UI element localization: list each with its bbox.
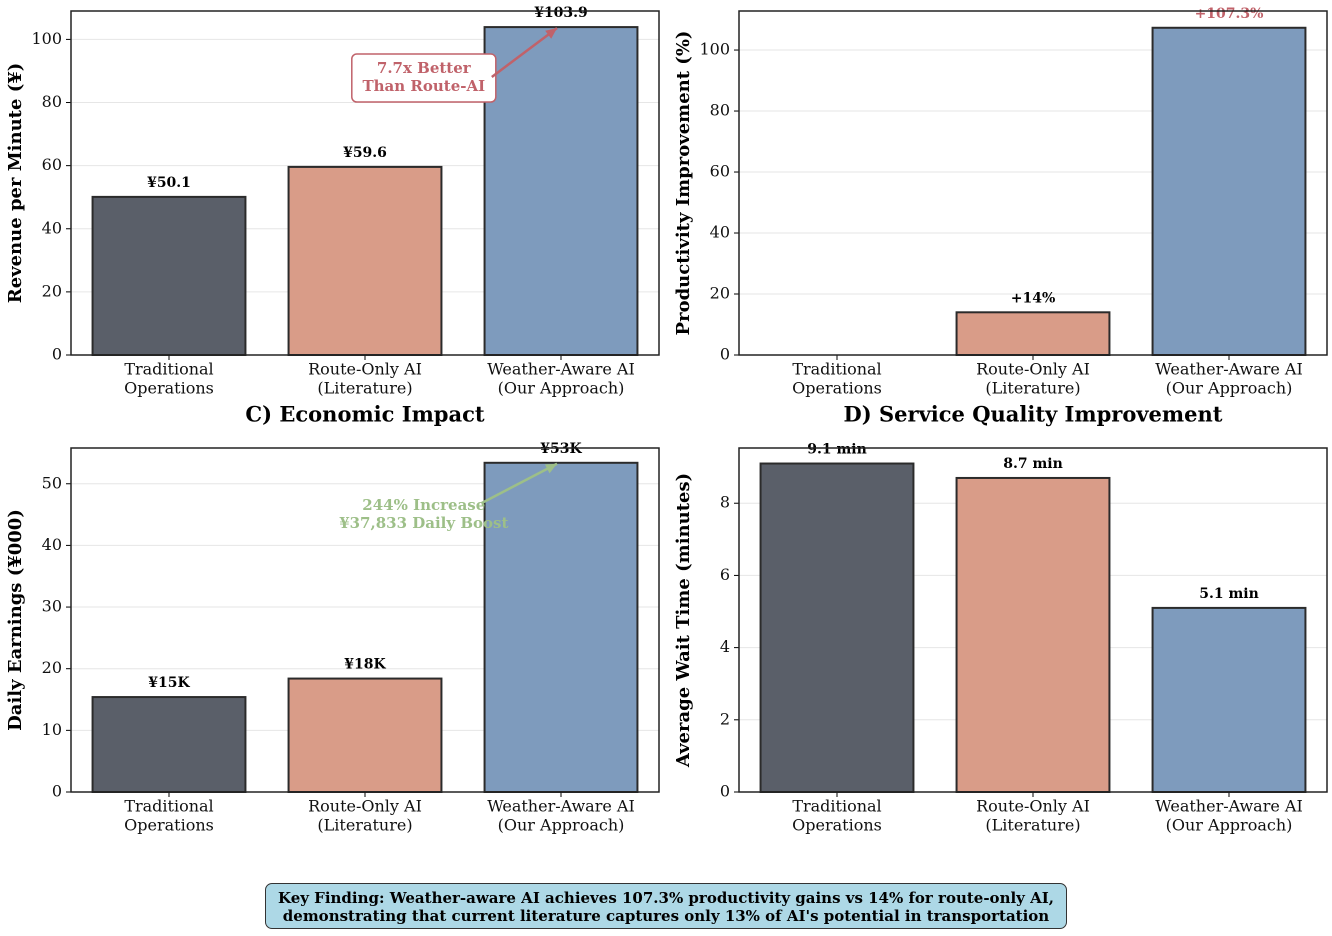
y-tick-label: 8 bbox=[720, 493, 730, 512]
bar bbox=[91, 696, 247, 793]
value-label: 8.7 min bbox=[1003, 456, 1063, 472]
x-tick-label: Weather-Aware AI (Our Approach) bbox=[487, 796, 635, 834]
y-tick-label: 80 bbox=[710, 101, 730, 120]
plot-frame bbox=[738, 447, 1328, 793]
x-tick-label: Route-Only AI (Literature) bbox=[976, 359, 1090, 397]
arrow-head bbox=[544, 463, 557, 474]
y-tick-label: 80 bbox=[42, 92, 62, 111]
x-tick-label: Route-Only AI (Literature) bbox=[308, 359, 422, 397]
value-label: 9.1 min bbox=[807, 442, 867, 458]
bar bbox=[287, 165, 443, 356]
y-tick-label: 6 bbox=[720, 565, 730, 584]
value-label: ¥50.1 bbox=[147, 175, 191, 191]
y-tick-label: 0 bbox=[52, 782, 62, 801]
x-tick-label: Weather-Aware AI (Our Approach) bbox=[1155, 796, 1303, 834]
value-label: +107.3% bbox=[1195, 6, 1264, 22]
y-tick-label: 0 bbox=[720, 782, 730, 801]
plot-frame bbox=[70, 10, 660, 356]
value-label: 5.1 min bbox=[1199, 586, 1259, 602]
x-tick-label: Route-Only AI (Literature) bbox=[308, 796, 422, 834]
key-finding: Key Finding: Weather-aware AI achieves 1… bbox=[265, 883, 1067, 929]
x-tick-label: Traditional Operations bbox=[124, 359, 214, 397]
arrow-head bbox=[545, 28, 557, 39]
bar bbox=[1151, 26, 1307, 357]
y-tick-label: 20 bbox=[42, 658, 62, 677]
x-tick-label: Weather-Aware AI (Our Approach) bbox=[1155, 359, 1303, 397]
y-tick-label: 60 bbox=[42, 155, 62, 174]
y-axis-label: Average Wait Time (minutes) bbox=[673, 473, 694, 768]
annotation: 7.7x Better Than Route-AI bbox=[362, 59, 485, 95]
bar bbox=[1151, 606, 1307, 793]
plot-frame bbox=[70, 447, 660, 793]
y-tick-label: 30 bbox=[42, 597, 62, 616]
annotation-arrow bbox=[481, 462, 558, 505]
x-tick-label: Traditional Operations bbox=[124, 796, 214, 834]
bar bbox=[91, 195, 247, 356]
x-tick-label: Route-Only AI (Literature) bbox=[976, 796, 1090, 834]
annotation: 244% Increase ¥37,833 Daily Boost bbox=[339, 496, 508, 532]
bar bbox=[955, 476, 1111, 793]
y-tick-label: 40 bbox=[710, 223, 730, 242]
bar bbox=[287, 677, 443, 793]
y-tick-label: 100 bbox=[699, 40, 730, 59]
value-label: ¥15K bbox=[148, 675, 190, 691]
y-axis-label: Revenue per Minute (¥) bbox=[5, 63, 26, 304]
value-label: ¥18K bbox=[344, 657, 386, 673]
annotation-box bbox=[351, 53, 497, 103]
y-tick-label: 50 bbox=[42, 473, 62, 492]
y-tick-label: 100 bbox=[31, 29, 62, 48]
y-tick-label: 40 bbox=[42, 535, 62, 554]
value-label: +14% bbox=[1011, 290, 1056, 306]
y-tick-label: 40 bbox=[42, 218, 62, 237]
y-tick-label: 0 bbox=[720, 345, 730, 364]
bar bbox=[955, 311, 1111, 356]
bar bbox=[483, 461, 639, 793]
y-tick-label: 10 bbox=[42, 720, 62, 739]
y-tick-label: 60 bbox=[710, 162, 730, 181]
bar bbox=[483, 26, 639, 357]
chart-title: C) Economic Impact bbox=[245, 402, 484, 427]
y-tick-label: 2 bbox=[720, 709, 730, 728]
annotation-arrow bbox=[491, 27, 558, 78]
y-tick-label: 4 bbox=[720, 637, 730, 656]
chart-title: D) Service Quality Improvement bbox=[844, 402, 1223, 427]
y-axis-label: Daily Earnings (¥000) bbox=[5, 509, 26, 731]
plot-frame bbox=[738, 10, 1328, 356]
y-tick-label: 20 bbox=[710, 284, 730, 303]
x-tick-label: Traditional Operations bbox=[792, 359, 882, 397]
x-tick-label: Traditional Operations bbox=[792, 796, 882, 834]
y-tick-label: 20 bbox=[42, 281, 62, 300]
x-tick-label: Weather-Aware AI (Our Approach) bbox=[487, 359, 635, 397]
value-label: ¥53K bbox=[540, 441, 582, 457]
value-label: ¥103.9 bbox=[534, 5, 588, 21]
value-label: ¥59.6 bbox=[343, 145, 387, 161]
y-tick-label: 0 bbox=[52, 345, 62, 364]
y-axis-label: Productivity Improvement (%) bbox=[673, 31, 694, 336]
bar bbox=[759, 462, 915, 793]
